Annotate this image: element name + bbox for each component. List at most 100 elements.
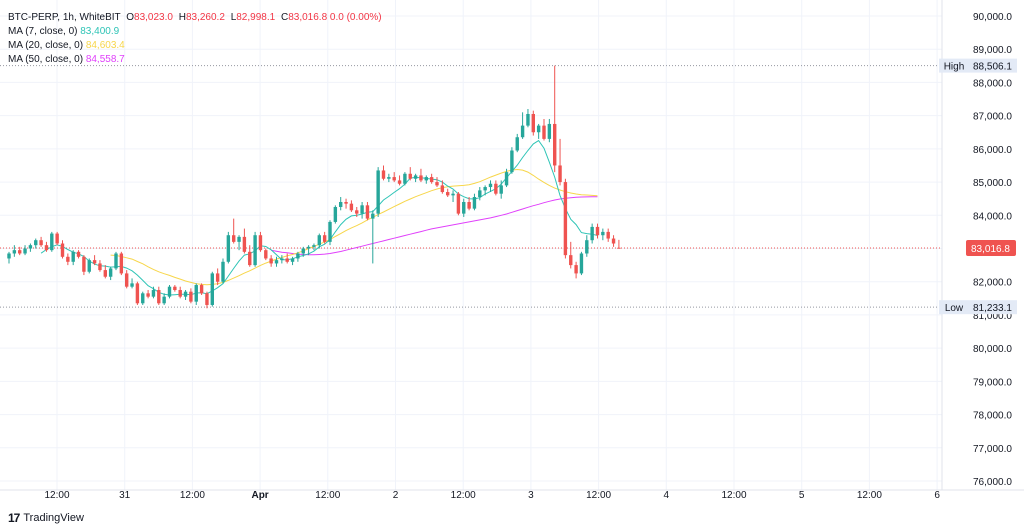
candle <box>483 185 487 196</box>
candle-body <box>617 247 621 249</box>
candle <box>322 231 327 244</box>
x-tick-label: 12:00 <box>315 490 340 501</box>
candle-body <box>183 291 188 297</box>
candle-body <box>23 248 27 254</box>
candle <box>157 286 161 305</box>
candle <box>365 202 370 221</box>
legend-high-key: H <box>178 12 186 23</box>
candle-body <box>574 265 578 274</box>
candle <box>130 278 134 289</box>
candle <box>50 231 54 252</box>
legend-open-value: 83,023.0 <box>134 12 173 23</box>
x-tick-label: 31 <box>119 490 131 501</box>
y-tick-label: 88,000.0 <box>973 78 1012 89</box>
ma50-line <box>271 196 598 256</box>
candle <box>141 291 145 305</box>
candle-body <box>515 137 519 151</box>
candle <box>488 180 493 193</box>
candle <box>355 206 359 217</box>
candle <box>87 258 91 274</box>
candle <box>419 168 423 183</box>
candle <box>526 109 530 128</box>
candle <box>290 256 295 266</box>
last-price-label: 83,016.8 <box>971 244 1010 255</box>
candle <box>472 193 477 211</box>
candle <box>333 205 338 224</box>
candle <box>515 133 519 153</box>
candle-body <box>44 245 49 251</box>
candle-body <box>365 205 370 219</box>
candle <box>264 248 268 261</box>
candle <box>381 165 386 181</box>
candle <box>424 175 428 184</box>
candle <box>429 173 434 184</box>
candle <box>183 290 188 300</box>
candle <box>194 283 198 305</box>
candle-body <box>205 293 209 305</box>
candle-body <box>50 233 54 251</box>
candle <box>462 198 466 217</box>
candle-body <box>333 206 338 222</box>
candle-body <box>499 185 503 194</box>
candle-body <box>601 231 605 236</box>
candle <box>221 258 225 284</box>
candle <box>301 246 305 257</box>
candle-body <box>355 210 359 214</box>
candle-body <box>371 213 375 219</box>
candle-body <box>248 251 252 266</box>
x-tick-label: 6 <box>934 490 940 501</box>
candle-body <box>151 290 156 297</box>
legend-ma20-label: MA (20, close, 0) <box>8 40 84 51</box>
candle-body <box>579 253 584 274</box>
marker-value-high: 88,506.1 <box>973 62 1012 73</box>
tradingview-brand[interactable]: 17 TradingView <box>8 511 84 525</box>
candle <box>446 188 450 198</box>
candle-body <box>510 150 514 173</box>
legend-ma7-row[interactable]: MA (7, close, 0) 83,400.9 <box>8 25 382 39</box>
legend-ma50-row[interactable]: MA (50, close, 0) 84,558.7 <box>8 53 382 67</box>
candle-body <box>189 291 193 302</box>
candle <box>520 112 525 139</box>
marker-label-bg <box>939 58 969 73</box>
candle <box>504 168 509 188</box>
candle <box>413 173 418 183</box>
candle-body <box>435 182 439 186</box>
candle-body <box>66 256 70 262</box>
marker-value-bg <box>969 300 1017 315</box>
candle <box>237 235 241 251</box>
candle-body <box>194 285 198 302</box>
candle <box>387 173 391 183</box>
candle <box>242 228 247 254</box>
candle <box>103 265 107 279</box>
candle <box>23 245 27 256</box>
legend-ma20-value: 84,603.4 <box>85 40 125 51</box>
candle-body <box>488 183 493 188</box>
candle <box>226 231 231 264</box>
candle-body <box>360 205 364 214</box>
tradingview-logo-icon: 17 <box>8 511 20 525</box>
candle-body <box>536 125 541 133</box>
candle <box>146 290 150 299</box>
brand-name: TradingView <box>23 512 84 524</box>
candle <box>306 245 311 256</box>
candle <box>585 235 589 257</box>
x-tick-label: 12:00 <box>180 490 205 501</box>
candle <box>403 172 407 186</box>
candle-body <box>339 202 343 207</box>
candle <box>312 243 316 251</box>
candle <box>55 231 59 246</box>
candle-body <box>563 182 568 256</box>
candle-body <box>71 251 75 262</box>
candle <box>34 238 38 249</box>
candle-body <box>108 268 113 277</box>
legend-ma20-row[interactable]: MA (20, close, 0) 84,603.4 <box>8 39 382 53</box>
candle <box>317 233 321 249</box>
candle-body <box>114 253 118 269</box>
x-tick-label: Apr <box>251 490 268 501</box>
candle-body <box>520 125 525 138</box>
x-tick-label: 12:00 <box>857 490 882 501</box>
candle <box>60 240 65 259</box>
legend-change-value: 0.0 (0.00%) <box>329 12 382 23</box>
candle <box>205 291 209 309</box>
